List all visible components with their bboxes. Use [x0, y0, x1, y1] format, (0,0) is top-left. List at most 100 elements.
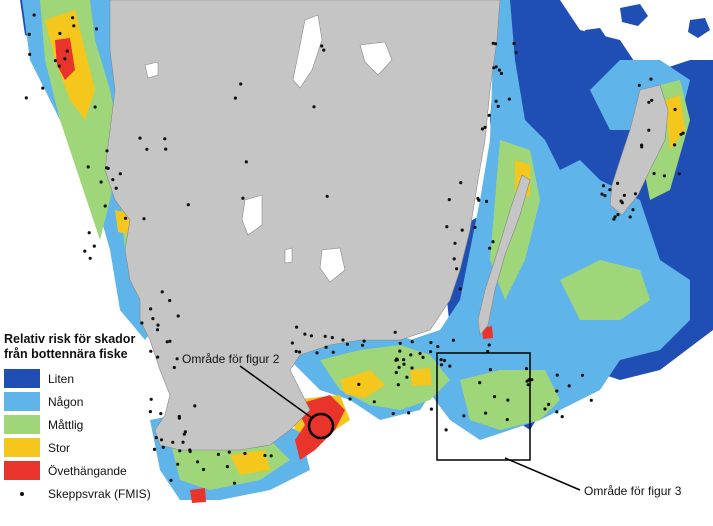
- shipwreck-dot: [357, 382, 361, 386]
- legend-item-label: Liten: [48, 371, 75, 386]
- shipwreck-dot: [398, 341, 402, 345]
- shipwreck-dot: [462, 414, 466, 418]
- shipwreck-dot: [418, 351, 422, 356]
- shipwreck-dot: [507, 97, 511, 101]
- shipwreck-dot: [57, 64, 61, 68]
- shipwreck-dot: [63, 57, 67, 61]
- shipwreck-dot: [149, 307, 153, 311]
- shipwreck-dot: [410, 366, 414, 370]
- shipwreck-dot: [294, 349, 298, 353]
- legend-item-4: Övethängande: [4, 460, 194, 481]
- shipwreck-dot: [58, 31, 62, 36]
- shipwreck-dot: [459, 181, 463, 185]
- shipwreck-dot: [460, 228, 464, 232]
- shipwreck-dot: [176, 314, 180, 318]
- shipwreck-dot: [227, 450, 231, 454]
- shipwreck-dot: [429, 407, 433, 411]
- shipwreck-dot: [445, 225, 449, 229]
- shipwreck-dot: [616, 213, 620, 217]
- shipwreck-dot: [181, 440, 185, 444]
- shipwreck-dot: [27, 32, 31, 37]
- shipwreck-dot: [681, 131, 685, 135]
- shipwreck-dot: [394, 370, 398, 375]
- shipwreck-dot: [123, 216, 128, 220]
- shipwreck-dot: [631, 208, 635, 212]
- shipwreck-dot: [640, 143, 644, 147]
- shipwreck-dot: [372, 400, 376, 404]
- legend-swatch: [4, 415, 40, 434]
- shipwreck-dot: [155, 328, 160, 332]
- shipwreck-dot: [71, 16, 75, 20]
- shipwreck-dot: [161, 445, 165, 449]
- shipwreck-dot: [612, 217, 616, 221]
- shipwreck-dot: [622, 193, 627, 197]
- shipwreck-dot: [183, 430, 187, 434]
- shipwreck-dot: [232, 481, 237, 485]
- shipwreck-dot: [169, 478, 173, 482]
- shipwreck-dot: [484, 199, 489, 203]
- shipwreck-dot: [159, 412, 163, 416]
- shipwreck-dot: [429, 350, 433, 354]
- shipwreck-dot: [151, 317, 155, 321]
- shipwreck-dot: [360, 343, 365, 347]
- legend-item-3: Stor: [4, 437, 194, 458]
- legend-items: Liten Någon Måttlig Stor Övethängande: [4, 368, 194, 481]
- shipwreck-dot: [86, 165, 90, 169]
- shipwreck-dot: [94, 27, 99, 31]
- shipwreck-dot: [175, 357, 179, 361]
- shipwreck-dot: [163, 137, 167, 141]
- legend-item-label: Övethängande: [48, 463, 127, 478]
- legend-item-label: Någon: [48, 394, 84, 409]
- shipwreck-dot: [393, 330, 397, 334]
- shipwreck-dot: [145, 147, 149, 151]
- shipwreck-dot: [492, 395, 497, 399]
- shipwreck-dot: [409, 353, 413, 357]
- legend-swatch: [4, 369, 40, 388]
- shipwreck-dot: [148, 410, 152, 414]
- shipwreck-dot: [244, 160, 248, 164]
- shipwreck-dot: [114, 186, 118, 190]
- shipwreck-dot: [149, 349, 153, 353]
- shipwreck-dot: [149, 397, 153, 401]
- shipwreck-dot: [323, 334, 327, 338]
- shipwreck-dot: [348, 397, 352, 401]
- shipwreck-dot: [391, 412, 395, 416]
- shipwreck-dot: [345, 342, 349, 346]
- shipwreck-dot: [444, 428, 448, 432]
- shipwreck-dot: [196, 460, 200, 464]
- legend-item-2: Måttlig: [4, 414, 194, 435]
- shipwreck-dot: [92, 244, 96, 248]
- shipwreck-dot: [524, 367, 529, 371]
- figure2-leader-line: [239, 365, 313, 419]
- shipwreck-dot: [99, 180, 103, 184]
- oland-island: [477, 174, 531, 336]
- shipwreck-dot: [171, 440, 175, 444]
- shipwreck-dot: [201, 467, 206, 472]
- legend-swatch: [4, 438, 40, 457]
- shipwreck-dot: [455, 267, 459, 271]
- legend-item-label: Måttlig: [48, 417, 84, 432]
- shipwreck-dot: [290, 341, 294, 345]
- shipwreck-dot: [477, 198, 481, 202]
- shipwreck-dot: [601, 184, 606, 188]
- shipwreck-dot: [407, 411, 411, 415]
- shipwreck-dot: [405, 375, 409, 379]
- shipwreck-dot: [480, 127, 484, 131]
- legend: Relativ risk för skador från bottennära …: [4, 332, 194, 506]
- legend-title: Relativ risk för skador från bottennära …: [4, 332, 194, 362]
- shipwreck-dot: [677, 172, 681, 176]
- shipwreck-dot: [32, 13, 36, 17]
- shipwreck-dot: [491, 240, 495, 244]
- shipwreck-dot: [421, 355, 425, 359]
- shipwreck-dot: [616, 181, 620, 185]
- shipwreck-dot: [488, 246, 492, 250]
- shipwreck-dot: [530, 378, 534, 382]
- shipwreck-dot: [103, 204, 107, 208]
- shipwreck-dot: [652, 171, 656, 176]
- shipwreck-dot: [547, 402, 551, 406]
- shipwreck-dot: [168, 298, 172, 303]
- shipwreck-dot: [243, 451, 247, 456]
- shipwreck-dot: [83, 249, 87, 253]
- figure2-label: Område för figur 2: [182, 352, 280, 366]
